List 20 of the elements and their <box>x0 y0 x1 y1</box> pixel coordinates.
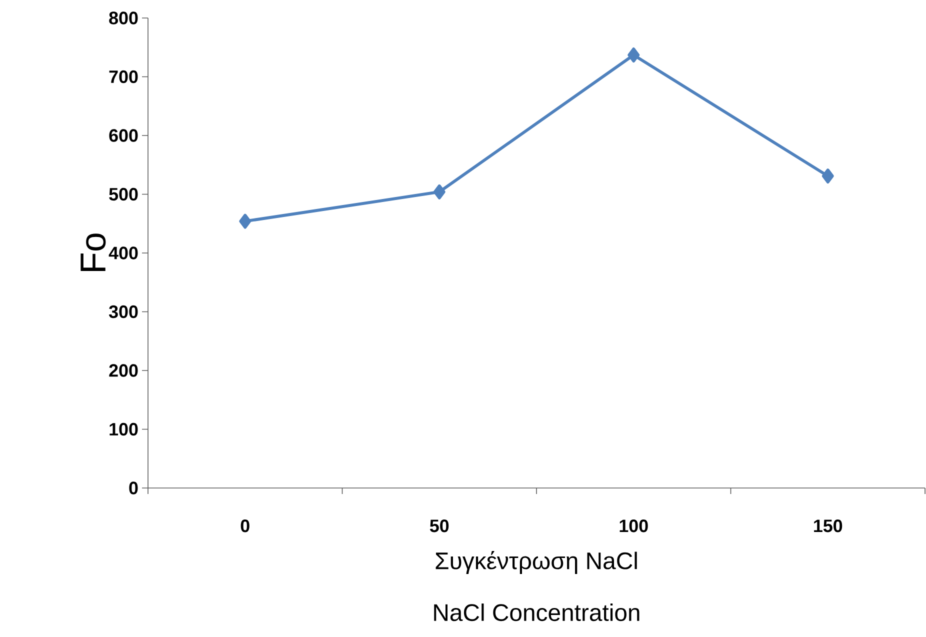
x-tick-label: 150 <box>814 520 842 532</box>
y-tick-label: 0 <box>129 482 138 494</box>
x-tick-label: 100 <box>620 520 648 532</box>
y-axis-title: Fo <box>80 234 106 271</box>
y-tick-label: 400 <box>108 246 138 260</box>
y-tick-label: 600 <box>109 129 138 142</box>
point <box>628 48 640 63</box>
y-tick-label: 300 <box>108 305 138 318</box>
y-tick-label: 100 <box>110 422 138 436</box>
x-tick-label: 50 <box>430 520 449 532</box>
x-axis-title: Συγκέντρωση NaCl <box>436 551 637 574</box>
y-tick-label: 800 <box>109 12 138 24</box>
y-tick-label: 500 <box>109 188 138 201</box>
y-tick-label: 700 <box>109 70 138 84</box>
point <box>433 184 446 200</box>
x-tick-label: 0 <box>240 520 250 532</box>
y-tick-label: 200 <box>109 364 138 377</box>
text: NaCl Concentration <box>434 604 640 622</box>
point <box>822 168 834 184</box>
point <box>239 214 252 229</box>
